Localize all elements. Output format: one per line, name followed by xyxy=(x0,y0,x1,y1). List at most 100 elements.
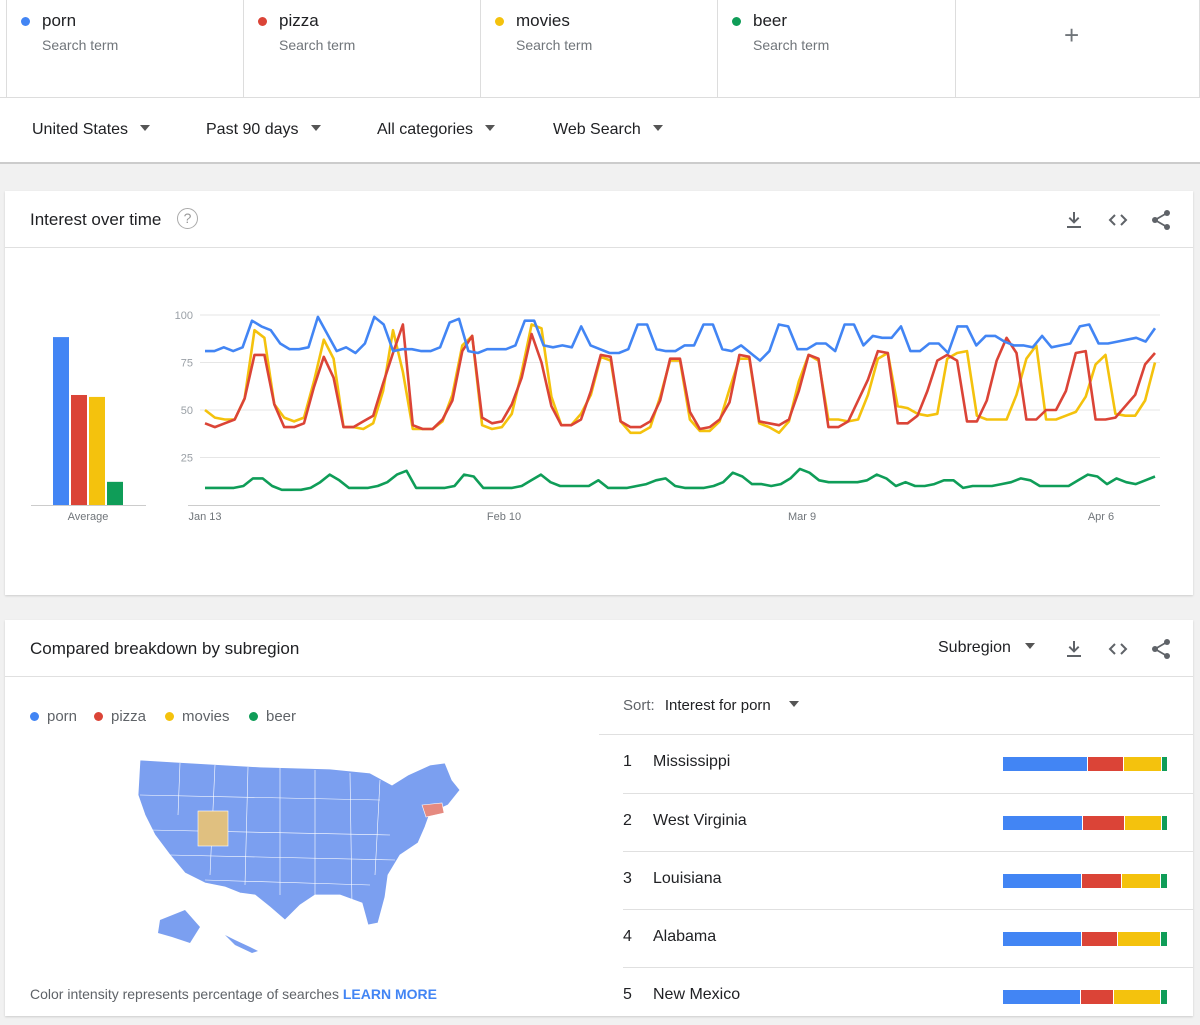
share-segment-porn xyxy=(1003,932,1082,946)
y-tick-label: 100 xyxy=(175,310,193,322)
breakdown-card: Compared breakdown by subregion Subregio… xyxy=(5,620,1193,1016)
term-card-movies[interactable]: movies Search term xyxy=(480,0,717,98)
region-name: Alabama xyxy=(653,928,717,945)
average-label: Average xyxy=(68,511,109,523)
ranking-row[interactable]: 2 West Virginia xyxy=(623,793,1193,851)
share-segment-pizza xyxy=(1082,816,1124,830)
share-icon[interactable] xyxy=(1149,208,1173,232)
card-header: Compared breakdown by subregion Subregio… xyxy=(5,620,1193,677)
legend-dot xyxy=(165,712,174,721)
caret-down-icon xyxy=(788,701,799,708)
legend-dot xyxy=(30,712,39,721)
series-line-pizza[interactable] xyxy=(204,323,1156,431)
share-segment-porn xyxy=(1003,757,1088,771)
legend-item-pizza: pizza xyxy=(94,708,146,725)
average-bar-beer[interactable] xyxy=(107,481,123,505)
x-tick-label: Jan 13 xyxy=(188,511,221,523)
share-segment-porn xyxy=(1003,816,1082,830)
legend-dot xyxy=(94,712,103,721)
ranking-row[interactable]: 3 Louisiana xyxy=(623,851,1193,909)
embed-icon[interactable] xyxy=(1106,637,1130,661)
legend-item-movies: movies xyxy=(165,708,230,725)
map-region-hawaii[interactable] xyxy=(225,935,258,953)
share-icon[interactable] xyxy=(1149,637,1173,661)
sort-control[interactable]: Sort: Interest for porn xyxy=(623,697,799,714)
average-bar-movies[interactable] xyxy=(89,396,105,505)
share-segment-pizza xyxy=(1082,932,1117,946)
region-dropdown[interactable]: United States xyxy=(32,121,151,139)
share-segment-porn xyxy=(1003,874,1082,888)
term-type: Search term xyxy=(42,37,119,53)
legend-item-beer: beer xyxy=(249,708,296,725)
term-type: Search term xyxy=(279,37,356,53)
term-card-porn[interactable]: porn Search term xyxy=(6,0,243,98)
term-card-beer[interactable]: beer Search term xyxy=(717,0,955,98)
term-color-dot xyxy=(258,17,267,26)
category-label: All categories xyxy=(377,121,474,138)
download-icon[interactable] xyxy=(1062,208,1086,232)
learn-more-link[interactable]: LEARN MORE xyxy=(342,986,437,1002)
filters-bar: United States Past 90 days All categorie… xyxy=(0,98,1200,164)
caret-down-icon xyxy=(310,124,321,131)
average-bar-pizza[interactable] xyxy=(71,394,87,505)
plus-icon: + xyxy=(1064,20,1080,50)
region-name: West Virginia xyxy=(653,812,747,829)
term-name: beer xyxy=(753,11,788,30)
term-color-dot xyxy=(732,17,741,26)
category-dropdown[interactable]: All categories xyxy=(377,121,496,139)
term-card-pizza[interactable]: pizza Search term xyxy=(243,0,480,98)
map-region-utah-movies[interactable] xyxy=(197,810,229,847)
ranking-row[interactable]: 1 Mississippi xyxy=(623,735,1193,793)
legend-item-porn: porn xyxy=(30,708,77,725)
region-name: Louisiana xyxy=(653,870,722,887)
ranking-row[interactable]: 4 Alabama xyxy=(623,909,1193,967)
ranking-row[interactable]: 5 New Mexico xyxy=(623,967,1193,1025)
share-segment-movies xyxy=(1122,874,1160,888)
search-type-label: Web Search xyxy=(553,121,641,138)
search-type-dropdown[interactable]: Web Search xyxy=(553,121,663,139)
share-stacked-bar xyxy=(1003,757,1168,771)
help-icon[interactable]: ? xyxy=(177,208,198,229)
term-type: Search term xyxy=(516,37,593,53)
share-segment-pizza xyxy=(1080,990,1114,1004)
caret-down-icon xyxy=(140,124,151,131)
share-segment-movies xyxy=(1117,932,1160,946)
share-segment-movies xyxy=(1114,990,1160,1004)
add-term-button[interactable]: + xyxy=(955,0,1200,98)
card-title: Compared breakdown by subregion xyxy=(30,639,300,658)
legend-label: porn xyxy=(47,708,78,725)
share-segment-beer xyxy=(1160,990,1167,1004)
interest-over-time-card: Interest over time ? Average 100 75 50 25 Jan… xyxy=(5,191,1193,595)
period-dropdown[interactable]: Past 90 days xyxy=(206,121,321,139)
term-color-dot xyxy=(495,17,504,26)
share-stacked-bar xyxy=(1003,816,1168,830)
subregion-dropdown[interactable]: Subregion xyxy=(938,639,1035,657)
series-line-movies[interactable] xyxy=(204,323,1157,435)
share-stacked-bar xyxy=(1003,874,1168,888)
series-line-porn[interactable] xyxy=(205,315,1157,362)
map-region-alaska[interactable] xyxy=(158,910,200,943)
x-tick-label: Apr 6 xyxy=(1088,511,1114,523)
map-region-porn[interactable] xyxy=(137,759,461,926)
share-segment-porn xyxy=(1003,990,1080,1004)
share-segment-movies xyxy=(1124,816,1162,830)
rank-number: 4 xyxy=(623,928,632,945)
download-icon[interactable] xyxy=(1062,637,1086,661)
subregion-label: Subregion xyxy=(938,639,1011,656)
legend-label: pizza xyxy=(111,708,147,725)
series-line-beer[interactable] xyxy=(205,467,1156,492)
share-segment-pizza xyxy=(1082,874,1122,888)
rank-number: 1 xyxy=(623,753,632,770)
average-bar-porn[interactable] xyxy=(53,337,69,505)
embed-icon[interactable] xyxy=(1106,208,1130,232)
share-segment-beer xyxy=(1162,757,1167,771)
rank-number: 2 xyxy=(623,812,632,829)
term-name: movies xyxy=(516,11,570,30)
us-subregion-map[interactable] xyxy=(130,755,475,955)
card-title: Interest over time xyxy=(30,210,162,229)
share-stacked-bar xyxy=(1003,932,1168,946)
share-segment-beer xyxy=(1162,816,1167,830)
map-region-pizza[interactable] xyxy=(421,802,445,818)
period-label: Past 90 days xyxy=(206,121,299,138)
ranking-divider xyxy=(599,734,1193,735)
